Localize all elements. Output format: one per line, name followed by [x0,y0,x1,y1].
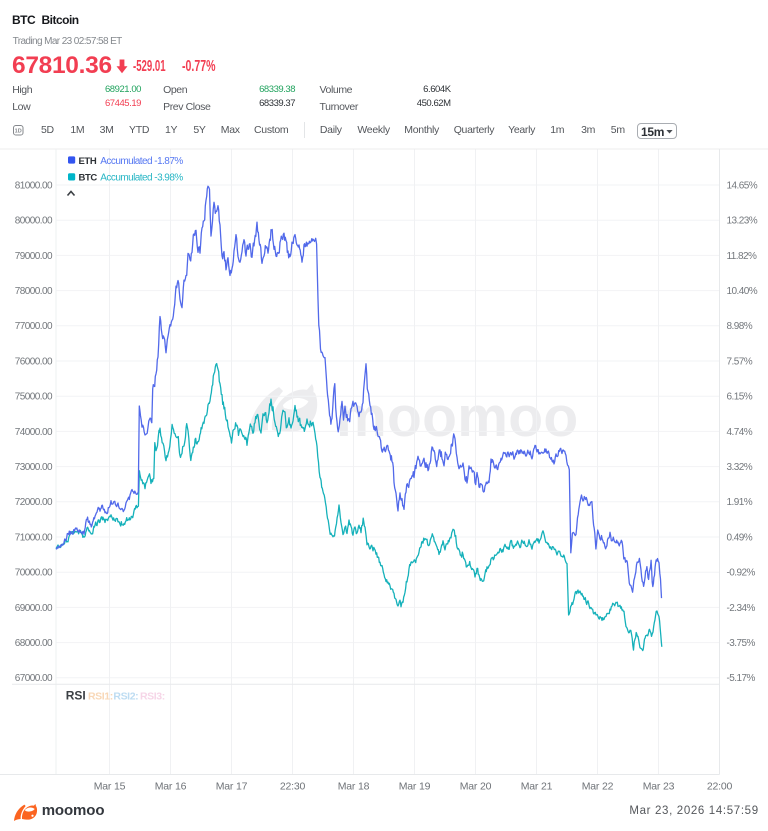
svg-text:Accumulated -1.87%: Accumulated -1.87% [100,156,183,167]
svg-text:1.91%: 1.91% [727,497,753,508]
svg-text:81000.00: 81000.00 [15,180,53,191]
svg-text:1D: 1D [15,128,22,134]
svg-text:11.82%: 11.82% [727,251,758,262]
svg-text:78000.00: 78000.00 [15,286,53,297]
svg-text:-5.17%: -5.17% [727,673,756,684]
svg-text:RSI1:: RSI1: [88,691,113,703]
svg-text:-0.92%: -0.92% [727,568,756,579]
svg-text:-3.75%: -3.75% [727,638,756,649]
svg-text:Mar 21: Mar 21 [521,781,553,793]
svg-text:8.98%: 8.98% [727,321,753,332]
svg-text:69000.00: 69000.00 [15,603,53,614]
svg-text:0.49%: 0.49% [727,532,753,543]
svg-text:RSI3:: RSI3: [140,691,165,703]
svg-text:RSI: RSI [66,689,86,703]
svg-text:3.32%: 3.32% [727,462,753,473]
svg-text:Mar 18: Mar 18 [338,781,370,793]
svg-text:22:30: 22:30 [280,781,306,793]
svg-text:75000.00: 75000.00 [15,392,53,403]
svg-text:Mar 16: Mar 16 [155,781,187,793]
svg-text:10.40%: 10.40% [727,286,758,297]
svg-text:79000.00: 79000.00 [15,251,53,262]
svg-text:RSI2:: RSI2: [113,691,138,703]
svg-text:74000.00: 74000.00 [15,427,53,438]
svg-text:7.57%: 7.57% [727,356,753,367]
svg-text:Mar 15: Mar 15 [94,781,126,793]
svg-text:13.23%: 13.23% [727,216,758,227]
svg-text:Mar 20: Mar 20 [460,781,492,793]
svg-text:Accumulated -3.98%: Accumulated -3.98% [100,173,183,184]
svg-text:-2.34%: -2.34% [727,603,756,614]
svg-text:80000.00: 80000.00 [15,216,53,227]
svg-text:Mar 23: Mar 23 [643,781,675,793]
svg-text:ETH: ETH [79,156,97,167]
svg-text:Mar 22: Mar 22 [582,781,614,793]
svg-text:77000.00: 77000.00 [15,321,53,332]
svg-text:22:00: 22:00 [707,781,733,793]
svg-text:68000.00: 68000.00 [15,638,53,649]
svg-text:71000.00: 71000.00 [15,532,53,543]
svg-text:67000.00: 67000.00 [15,673,53,684]
svg-text:Mar 19: Mar 19 [399,781,431,793]
svg-text:73000.00: 73000.00 [15,462,53,473]
svg-text:moomoo: moomoo [336,385,578,449]
svg-text:70000.00: 70000.00 [15,568,53,579]
svg-text:14.65%: 14.65% [727,180,758,191]
svg-text:Mar 17: Mar 17 [216,781,248,793]
svg-text:BTC: BTC [79,173,98,184]
svg-text:76000.00: 76000.00 [15,356,53,367]
svg-text:6.15%: 6.15% [727,392,753,403]
svg-text:72000.00: 72000.00 [15,497,53,508]
svg-text:4.74%: 4.74% [727,427,753,438]
